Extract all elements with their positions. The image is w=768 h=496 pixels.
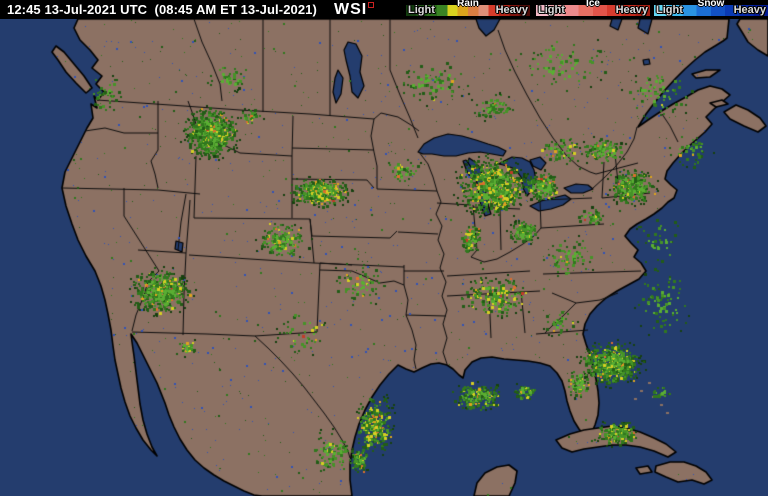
snow-gradient-bar bbox=[654, 5, 768, 16]
rain-label: Rain bbox=[457, 0, 479, 9]
legend-rain: Rain Light Heavy bbox=[406, 0, 530, 19]
rain-light-label: Light bbox=[408, 4, 435, 16]
radar-map bbox=[0, 19, 768, 496]
header-bar: 12:45 13-Jul-2021 UTC (08:45 AM ET 13-Ju… bbox=[0, 0, 768, 19]
snow-heavy-label: Heavy bbox=[733, 4, 766, 16]
wsi-logo: WSI bbox=[334, 1, 375, 19]
ice-heavy-label: Heavy bbox=[615, 4, 648, 16]
timestamp: 12:45 13-Jul-2021 UTC (08:45 AM ET 13-Ju… bbox=[7, 2, 317, 17]
wsi-logo-text: WSI bbox=[334, 1, 368, 18]
ice-gradient-bar bbox=[536, 5, 650, 16]
ice-label: Ice bbox=[586, 0, 600, 9]
logo-degree-mark-icon bbox=[368, 2, 375, 8]
snow-label: Snow bbox=[697, 0, 725, 9]
precip-legend: Rain Light Heavy Ice Light Heavy Snow Li… bbox=[406, 0, 768, 19]
rain-gradient-bar bbox=[406, 5, 530, 16]
legend-ice: Ice Light Heavy bbox=[536, 0, 650, 19]
snow-light-label: Light bbox=[656, 4, 683, 16]
ice-light-label: Light bbox=[538, 4, 565, 16]
rain-heavy-label: Heavy bbox=[495, 4, 528, 16]
legend-snow: Snow Light Heavy bbox=[654, 0, 768, 19]
